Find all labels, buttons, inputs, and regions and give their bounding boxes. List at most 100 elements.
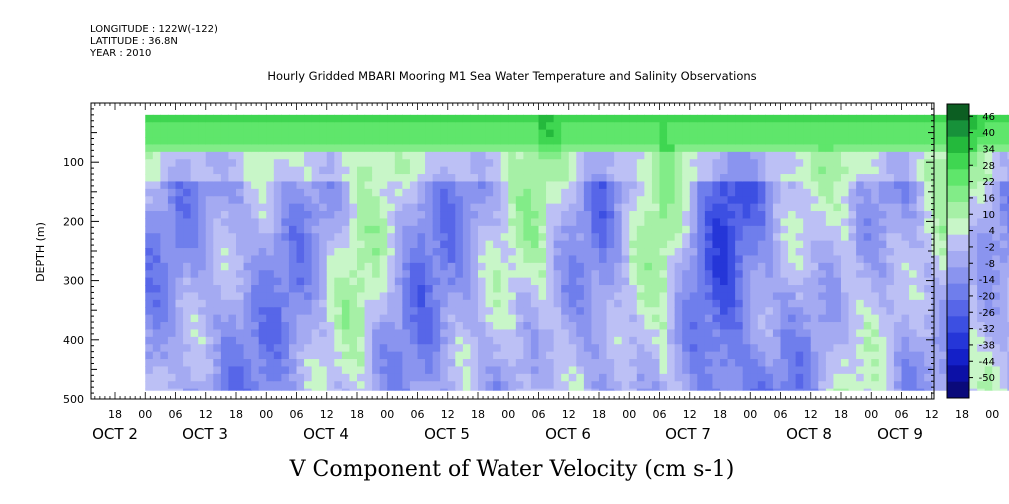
heatmap-cell [205, 196, 214, 205]
heatmap-cell [984, 151, 993, 160]
heatmap-cell [500, 373, 509, 382]
heatmap-cell [999, 129, 1008, 138]
heatmap-cell [538, 255, 547, 264]
heatmap-cell [863, 329, 872, 338]
heatmap-cell [606, 225, 615, 234]
heatmap-cell [205, 277, 214, 286]
heatmap-cell [931, 144, 940, 153]
heatmap-cell [213, 322, 222, 331]
heatmap-cell [977, 188, 986, 197]
heatmap-cell [863, 144, 872, 153]
heatmap-cell [614, 122, 623, 131]
heatmap-cell [190, 262, 199, 271]
heatmap-cell [878, 166, 887, 175]
heatmap-cell [357, 233, 366, 242]
heatmap-cell [651, 188, 661, 197]
heatmap-cell [674, 122, 683, 131]
heatmap-cell [606, 211, 615, 220]
heatmap-cell [387, 344, 396, 353]
heatmap-cell [145, 144, 154, 153]
heatmap-cell [909, 129, 918, 138]
heatmap-cell [629, 292, 638, 301]
heatmap-cell [455, 314, 464, 323]
heatmap-cell [591, 129, 600, 138]
heatmap-cell [387, 225, 396, 234]
heatmap-cell [939, 292, 948, 301]
heatmap-cell [803, 314, 812, 323]
heatmap-cell [591, 233, 600, 242]
heatmap-cell [500, 255, 509, 264]
heatmap-cell [704, 240, 714, 249]
heatmap-cell [674, 359, 683, 368]
heatmap-cell [856, 314, 865, 323]
heatmap-cell [629, 255, 638, 264]
heatmap-cell [583, 336, 593, 345]
heatmap-cell [818, 307, 827, 316]
heatmap-cell [629, 151, 638, 160]
heatmap-cell [825, 381, 835, 390]
heatmap-cell [886, 262, 895, 271]
heatmap-cell [364, 174, 373, 183]
heatmap-cell [772, 144, 782, 153]
heatmap-cell [674, 196, 683, 205]
heatmap-cell [251, 322, 260, 331]
heatmap-cell [425, 322, 434, 331]
heatmap-cell [409, 166, 419, 175]
heatmap-cell [629, 196, 638, 205]
heatmap-cell [515, 196, 524, 205]
heatmap-cell [523, 277, 532, 286]
heatmap-cell [462, 225, 472, 234]
heatmap-cell [591, 218, 600, 227]
heatmap-cell [319, 144, 328, 153]
heatmap-cell [160, 322, 169, 331]
heatmap-cell [523, 322, 532, 331]
heatmap-cell [583, 181, 593, 190]
heatmap-cell [304, 137, 313, 146]
heatmap-cell [750, 314, 759, 323]
heatmap-cell [334, 188, 343, 197]
heatmap-cell [969, 225, 978, 234]
heatmap-cell [893, 307, 903, 316]
heatmap-cell [863, 211, 872, 220]
heatmap-cell [621, 122, 630, 131]
heatmap-cell [515, 188, 524, 197]
heatmap-cell [530, 373, 540, 382]
heatmap-cell [636, 255, 645, 264]
heatmap-cell [364, 151, 373, 160]
heatmap-cell [515, 307, 524, 316]
heatmap-cell [871, 262, 880, 271]
heatmap-cell [167, 314, 177, 323]
heatmap-cell [629, 322, 638, 331]
heatmap-cell [909, 233, 918, 242]
heatmap-cell [243, 144, 252, 153]
heatmap-cell [258, 262, 267, 271]
heatmap-cell [417, 144, 426, 153]
heatmap-cell [931, 151, 940, 160]
heatmap-cell [810, 277, 819, 286]
heatmap-cell [379, 174, 388, 183]
heatmap-cell [183, 159, 192, 168]
heatmap-cell [886, 336, 895, 345]
heatmap-cell [772, 388, 782, 391]
heatmap-cell [167, 129, 177, 138]
heatmap-cell [304, 381, 313, 390]
heatmap-cell [583, 196, 593, 205]
heatmap-cell [644, 366, 653, 375]
heatmap-cell [251, 359, 260, 368]
heatmap-cell [243, 248, 252, 257]
heatmap-cell [606, 196, 615, 205]
heatmap-cell [462, 366, 472, 375]
heatmap-cell [515, 166, 524, 175]
heatmap-cell [198, 388, 207, 391]
heatmap-cell [561, 233, 570, 242]
heatmap-cell [780, 129, 789, 138]
heatmap-cell [621, 166, 630, 175]
heatmap-cell [357, 174, 366, 183]
heatmap-cell [470, 144, 479, 153]
heatmap-cell [334, 307, 343, 316]
heatmap-cell [175, 137, 184, 146]
heatmap-cell [727, 336, 736, 345]
heatmap-cell [969, 307, 978, 316]
heatmap-cell [553, 151, 562, 160]
heatmap-cell [220, 388, 230, 391]
